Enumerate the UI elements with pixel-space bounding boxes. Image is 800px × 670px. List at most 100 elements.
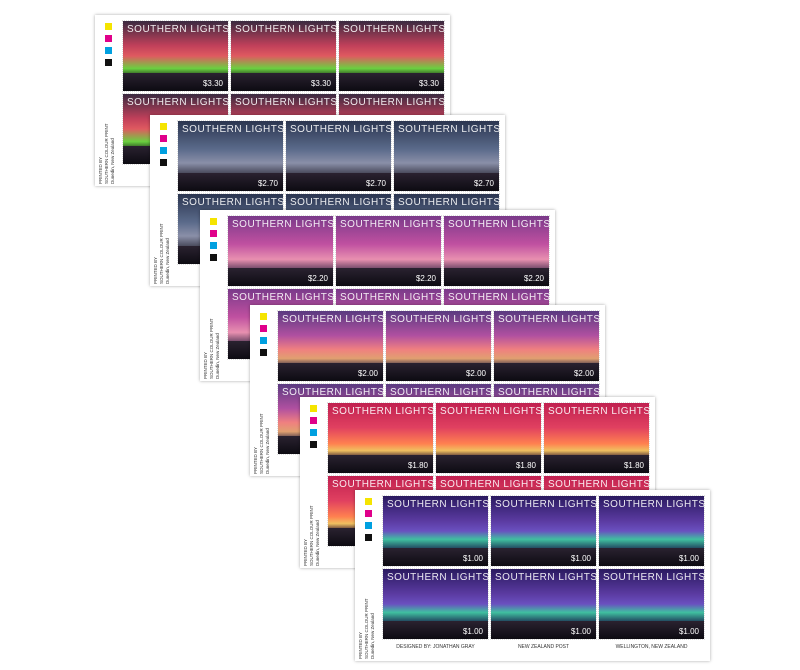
stamp-title: SOUTHERN LIGHTS xyxy=(548,406,649,417)
colour-bar xyxy=(210,218,217,225)
stamp-value: $1.00 xyxy=(570,554,591,563)
stamp-ground xyxy=(394,173,499,191)
colour-bar xyxy=(365,498,372,505)
stamp-value: $3.30 xyxy=(310,79,331,88)
stamp-title: SOUTHERN LIGHTS xyxy=(340,219,441,230)
stamp-title: SOUTHERN LIGHTS xyxy=(235,24,336,35)
stamp-value: $2.20 xyxy=(307,274,328,283)
stamp: SOUTHERN LIGHTSNEW ZEALAND 2017$1.00 xyxy=(598,568,705,640)
stamp-sheet: PRINTED BY SOUTHERN COLOUR PRINT Dunedin, … xyxy=(355,490,710,661)
footer-text: NEW ZEALAND POST xyxy=(517,644,570,650)
stamp-title: SOUTHERN LIGHTS xyxy=(282,314,383,325)
printer-imprint: PRINTED BY SOUTHERN COLOUR PRINT Dunedin, … xyxy=(153,204,171,284)
stamp-title: SOUTHERN LIGHTS xyxy=(548,479,649,490)
stamp-title: SOUTHERN LIGHTS xyxy=(387,572,488,583)
printer-imprint: PRINTED BY SOUTHERN COLOUR PRINT Dunedin, … xyxy=(303,486,321,566)
stamp-value: $3.30 xyxy=(418,79,439,88)
stamp: SOUTHERN LIGHTSNEW ZEALAND 2017$3.30 xyxy=(230,20,337,92)
stamp-title: SOUTHERN LIGHTS xyxy=(603,572,704,583)
stamp-ground xyxy=(178,173,283,191)
stamp: SOUTHERN LIGHTSNEW ZEALAND 2017$2.70 xyxy=(177,120,284,192)
printer-line: Dunedin, New Zealand xyxy=(215,333,220,379)
stamp-title: SOUTHERN LIGHTS xyxy=(440,479,541,490)
colour-bar xyxy=(310,405,317,412)
stamp-ground xyxy=(328,455,433,473)
stamp-ground xyxy=(436,455,541,473)
colour-bar xyxy=(365,510,372,517)
colour-bar xyxy=(160,159,167,166)
colour-bar xyxy=(210,254,217,261)
stamp: SOUTHERN LIGHTSNEW ZEALAND 2017$2.20 xyxy=(335,215,442,287)
stamp-ground xyxy=(383,548,488,566)
colour-bar xyxy=(310,441,317,448)
stamp-title: SOUTHERN LIGHTS xyxy=(498,314,599,325)
stamp-title: SOUTHERN LIGHTS xyxy=(387,499,488,510)
stamp-title: SOUTHERN LIGHTS xyxy=(343,97,444,108)
stamp-ground xyxy=(444,268,549,286)
stamp-title: SOUTHERN LIGHTS xyxy=(343,24,444,35)
stamp: SOUTHERN LIGHTSNEW ZEALAND 2017$2.00 xyxy=(277,310,384,382)
stamp-ground xyxy=(231,73,336,91)
stamp-value: $2.70 xyxy=(365,179,386,188)
stamp: SOUTHERN LIGHTSNEW ZEALAND 2017$1.00 xyxy=(490,568,597,640)
colour-bar xyxy=(105,47,112,54)
stamp-title: SOUTHERN LIGHTS xyxy=(282,387,383,398)
stamp-value: $1.00 xyxy=(678,627,699,636)
stamp-title: SOUTHERN LIGHTS xyxy=(390,387,491,398)
stamp-value: $1.80 xyxy=(623,461,644,470)
stamp-value: $2.20 xyxy=(523,274,544,283)
stamp-title: SOUTHERN LIGHTS xyxy=(498,387,599,398)
stamp-ground xyxy=(491,548,596,566)
stamp-ground xyxy=(336,268,441,286)
stamp-title: SOUTHERN LIGHTS xyxy=(235,97,336,108)
colour-bar xyxy=(260,313,267,320)
stamp-ground xyxy=(599,621,704,639)
stamp-ground xyxy=(123,73,228,91)
stamp-title: SOUTHERN LIGHTS xyxy=(332,479,433,490)
stamp-title: SOUTHERN LIGHTS xyxy=(495,499,596,510)
stamp: SOUTHERN LIGHTSNEW ZEALAND 2017$1.80 xyxy=(543,402,650,474)
stamp-value: $1.80 xyxy=(515,461,536,470)
printer-line: Dunedin, New Zealand xyxy=(315,520,320,566)
stamp-title: SOUTHERN LIGHTS xyxy=(332,406,433,417)
stamp-title: SOUTHERN LIGHTS xyxy=(290,124,391,135)
stamp: SOUTHERN LIGHTSNEW ZEALAND 2017$3.30 xyxy=(122,20,229,92)
stamp-value: $2.70 xyxy=(257,179,278,188)
stamp-value: $1.00 xyxy=(678,554,699,563)
stamp-title: SOUTHERN LIGHTS xyxy=(232,292,333,303)
stamp-title: SOUTHERN LIGHTS xyxy=(495,572,596,583)
stamp-title: SOUTHERN LIGHTS xyxy=(398,124,499,135)
colour-bar xyxy=(260,325,267,332)
stamp: SOUTHERN LIGHTSNEW ZEALAND 2017$1.00 xyxy=(382,568,489,640)
printer-line: Dunedin, New Zealand xyxy=(265,428,270,474)
stamp-value: $1.00 xyxy=(462,554,483,563)
stamp: SOUTHERN LIGHTSNEW ZEALAND 2017$1.00 xyxy=(598,495,705,567)
stamp: SOUTHERN LIGHTSNEW ZEALAND 2017$1.00 xyxy=(490,495,597,567)
stamp-title: SOUTHERN LIGHTS xyxy=(603,499,704,510)
colour-bar xyxy=(160,135,167,142)
stamp-ground xyxy=(286,173,391,191)
stamp-ground xyxy=(494,363,599,381)
stamp: SOUTHERN LIGHTSNEW ZEALAND 2017$1.80 xyxy=(435,402,542,474)
colour-bar xyxy=(260,349,267,356)
stamp-title: SOUTHERN LIGHTS xyxy=(440,406,541,417)
stamp: SOUTHERN LIGHTSNEW ZEALAND 2017$2.00 xyxy=(385,310,492,382)
stamp: SOUTHERN LIGHTSNEW ZEALAND 2017$3.30 xyxy=(338,20,445,92)
printer-line: Dunedin, New Zealand xyxy=(370,613,375,659)
stamp-title: SOUTHERN LIGHTS xyxy=(448,292,549,303)
stamp-ground xyxy=(278,363,383,381)
colour-bar xyxy=(210,242,217,249)
stamp-ground xyxy=(339,73,444,91)
printer-line: Dunedin, New Zealand xyxy=(110,138,115,184)
footer-text: WELLINGTON, NEW ZEALAND xyxy=(615,644,688,650)
stamp-ground xyxy=(383,621,488,639)
stamp-ground xyxy=(544,455,649,473)
stamp: SOUTHERN LIGHTSNEW ZEALAND 2017$2.20 xyxy=(443,215,550,287)
stamp-title: SOUTHERN LIGHTS xyxy=(127,24,228,35)
footer-text: DESIGNED BY: JONATHAN GRAY xyxy=(396,644,475,650)
stamp-value: $2.00 xyxy=(357,369,378,378)
colour-bar xyxy=(105,59,112,66)
stamp: SOUTHERN LIGHTSNEW ZEALAND 2017$2.20 xyxy=(227,215,334,287)
stamp-value: $1.00 xyxy=(462,627,483,636)
